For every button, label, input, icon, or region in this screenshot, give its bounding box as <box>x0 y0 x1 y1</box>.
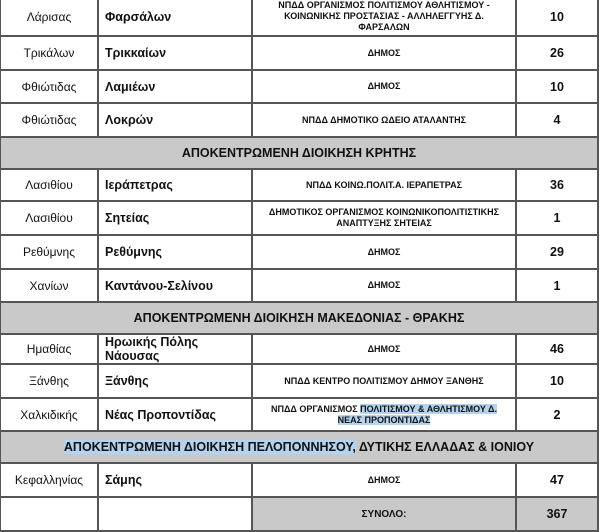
municipality: Καντάνου-Σελίνου <box>97 268 253 303</box>
municipality: Λοκρών <box>97 102 253 138</box>
municipality: Λαμιέων <box>97 69 253 104</box>
position-count: 10 <box>515 69 599 104</box>
entity: ΔΗΜΟΣ <box>251 234 517 270</box>
table-row: Τρικάλων Τρικκαίων ΔΗΜΟΣ 26 <box>0 35 599 71</box>
empty-cell <box>97 496 253 532</box>
regional-unit: Τρικάλων <box>0 35 99 71</box>
total-row: ΣΥΝΟΛΟ: 367 <box>0 496 599 532</box>
regional-unit: Λασιθίου <box>0 200 99 236</box>
municipality: Φαρσάλων <box>97 0 253 37</box>
position-count: 29 <box>515 234 599 270</box>
table-row: Λασιθίου Ιεράπετρας ΝΠΔΔ ΚΟΙΝΩ.ΠΟΛΙΤ.Α. ΙΕ… <box>0 168 599 202</box>
position-count: 1 <box>515 268 599 303</box>
table-row: Ρεθύμνης Ρεθύμνης ΔΗΜΟΣ 29 <box>0 234 599 270</box>
entity: ΝΠΔΔ ΚΟΙΝΩ.ΠΟΛΙΤ.Α. ΙΕΡΑΠΕΤΡΑΣ <box>251 168 517 202</box>
municipality: Ιεράπετρας <box>97 168 253 202</box>
section-title: ΑΠΟΚΕΝΤΡΩΜΕΝΗ ΔΙΟΙΚΗΣΗ ΜΑΚΕΔΟΝΙΑΣ - ΘΡΑΚ… <box>0 301 599 335</box>
municipality: Σάμης <box>97 462 253 498</box>
table-row: Χαλκιδικής Νέας Προποντίδας ΝΠΔΔ ΟΡΓΑΝΙΣΜΟ… <box>0 397 599 432</box>
municipality: Ηρωικής Πόλης Νάουσας <box>97 333 253 365</box>
table-row: Ημαθίας Ηρωικής Πόλης Νάουσας ΔΗΜΟΣ 46 <box>0 333 599 365</box>
table-row: Λασιθίου Σητείας ΔΗΜΟΤΙΚΟΣ ΟΡΓΑΝΙΣΜΟΣ ΚΟΙΝ… <box>0 200 599 236</box>
title-rest: ΔΥΤΙΚΗΣ ΕΛΛΑΔΑΣ & ΙΟΝΙΟΥ <box>355 440 535 454</box>
municipality: Ξάνθης <box>97 363 253 399</box>
entity: ΔΗΜΟΣ <box>251 268 517 303</box>
entity: ΝΠΔΔ ΟΡΓΑΝΙΣΜΟΣ ΠΟΛΙΤΙΣΜΟΥ ΑΘΛΗΤΙΣΜΟΥ - … <box>251 0 517 37</box>
section-header-row: ΑΠΟΚΕΝΤΡΩΜΕΝΗ ΔΙΟΙΚΗΣΗ ΜΑΚΕΔΟΝΙΑΣ - ΘΡΑΚ… <box>0 301 599 335</box>
municipality: Σητείας <box>97 200 253 236</box>
position-count: 36 <box>515 168 599 202</box>
table-row: Κεφαλληνίας Σάμης ΔΗΜΟΣ 47 <box>0 462 599 498</box>
position-count: 10 <box>515 363 599 399</box>
regional-unit: Ρεθύμνης <box>0 234 99 270</box>
section-title: ΑΠΟΚΕΝΤΡΩΜΕΝΗ ΔΙΟΙΚΗΣΗ ΚΡΗΤΗΣ <box>0 136 599 170</box>
entity: ΝΠΔΔ ΟΡΓΑΝΙΣΜΟΣ ΠΟΛΙΤΙΣΜΟΥ & ΑΘΛΗΤΙΣΜΟΥ … <box>251 397 517 432</box>
entity: ΔΗΜΟΣ <box>251 462 517 498</box>
total-label: ΣΥΝΟΛΟ: <box>251 496 517 532</box>
position-count: 46 <box>515 333 599 365</box>
entity: ΔΗΜΟΣ <box>251 333 517 365</box>
regional-unit: Φθιώτιδας <box>0 102 99 138</box>
position-count: 1 <box>515 200 599 236</box>
municipality: Τρικκαίων <box>97 35 253 71</box>
position-count: 2 <box>515 397 599 432</box>
entity: ΔΗΜΟΤΙΚΟΣ ΟΡΓΑΝΙΣΜΟΣ ΚΟΙΝΩΝΙΚΟΠΟΛΙΤΙΣΤΙΚ… <box>251 200 517 236</box>
table-row: Λάρισας Φαρσάλων ΝΠΔΔ ΟΡΓΑΝΙΣΜΟΣ ΠΟΛΙΤΙΣΜΟ… <box>0 0 599 37</box>
entity: ΔΗΜΟΣ <box>251 35 517 71</box>
regional-unit: Χανίων <box>0 268 99 303</box>
section-header-row: ΑΠΟΚΕΝΤΡΩΜΕΝΗ ΔΙΟΙΚΗΣΗ ΠΕΛΟΠΟΝΝΗΣΟΥ, ΔΥΤ… <box>0 430 599 464</box>
position-count: 4 <box>515 102 599 138</box>
entity-text: ΝΠΔΔ ΟΡΓΑΝΙΣΜΟΣ <box>270 403 361 414</box>
regional-unit: Κεφαλληνίας <box>0 462 99 498</box>
table-row: Φθιώτιδας Λοκρών ΝΠΔΔ ΔΗΜΟΤΙΚΟ ΩΔΕΙΟ ΑΤΑΛΑ… <box>0 102 599 138</box>
regional-unit: Λάρισας <box>0 0 99 37</box>
municipality: Νέας Προποντίδας <box>97 397 253 432</box>
position-count: 26 <box>515 35 599 71</box>
section-header-row: ΑΠΟΚΕΝΤΡΩΜΕΝΗ ΔΙΟΙΚΗΣΗ ΚΡΗΤΗΣ <box>0 136 599 170</box>
regional-unit: Φθιώτιδας <box>0 69 99 104</box>
selected-text: ΑΠΟΚΕΝΤΡΩΜΕΝΗ ΔΙΟΙΚΗΣΗ ΠΕΛΟΠΟΝΝΗΣΟΥ, <box>63 440 356 454</box>
empty-cell <box>0 496 99 532</box>
table-row: Χανίων Καντάνου-Σελίνου ΔΗΜΟΣ 1 <box>0 268 599 303</box>
regional-unit: Λασιθίου <box>0 168 99 202</box>
table-row: Φθιώτιδας Λαμιέων ΔΗΜΟΣ 10 <box>0 69 599 104</box>
entity: ΝΠΔΔ ΔΗΜΟΤΙΚΟ ΩΔΕΙΟ ΑΤΑΛΑΝΤΗΣ <box>251 102 517 138</box>
table-row: Ξάνθης Ξάνθης ΝΠΔΔ ΚΕΝΤΡΟ ΠΟΛΙΤΙΣΜΟΥ ΔΗΜΟΥ… <box>0 363 599 399</box>
position-count: 10 <box>515 0 599 37</box>
municipality: Ρεθύμνης <box>97 234 253 270</box>
total-value: 367 <box>515 496 599 532</box>
regional-unit: Χαλκιδικής <box>0 397 99 432</box>
section-title: ΑΠΟΚΕΝΤΡΩΜΕΝΗ ΔΙΟΙΚΗΣΗ ΠΕΛΟΠΟΝΝΗΣΟΥ, ΔΥΤ… <box>0 430 599 464</box>
entity: ΝΠΔΔ ΚΕΝΤΡΟ ΠΟΛΙΤΙΣΜΟΥ ΔΗΜΟΥ ΞΑΝΘΗΣ <box>251 363 517 399</box>
entity: ΔΗΜΟΣ <box>251 69 517 104</box>
regional-unit: Ημαθίας <box>0 333 99 365</box>
selected-text: ΠΟΛΙΤΙΣΜΟΥ & ΑΘΛΗΤΙΣΜΟΥ Δ. ΝΕΑΣ ΠΡΟΠΟΝΤΙ… <box>337 403 498 425</box>
regional-unit: Ξάνθης <box>0 363 99 399</box>
position-count: 47 <box>515 462 599 498</box>
